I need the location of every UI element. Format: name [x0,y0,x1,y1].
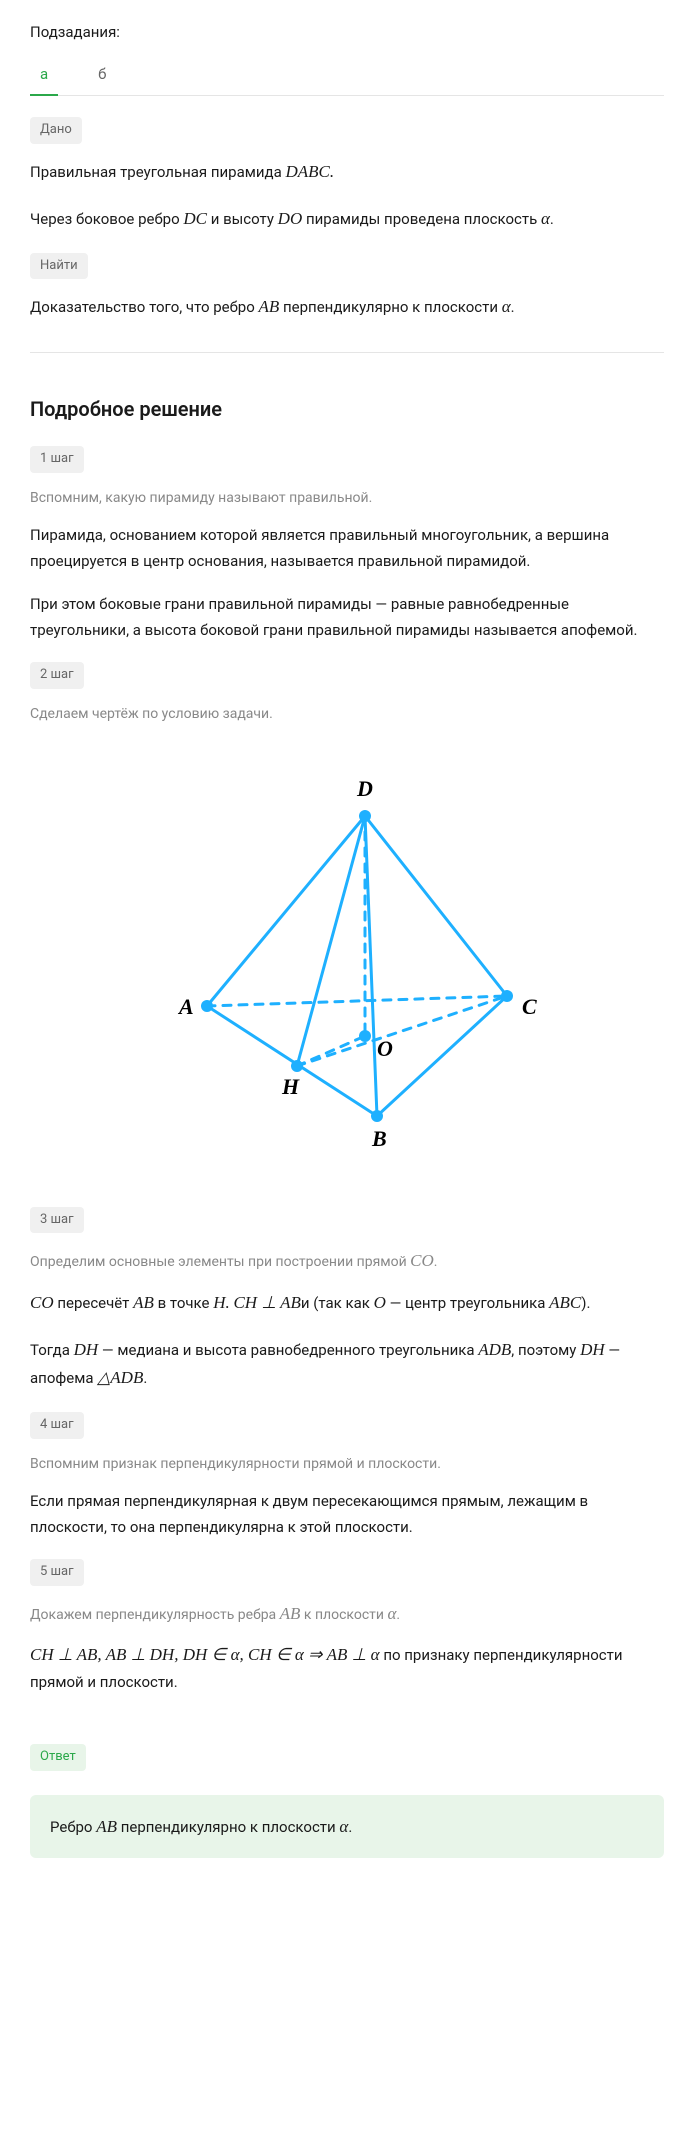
text: Правильная треугольная пирамида [30,163,285,181]
svg-text:D: D [356,776,373,801]
text: . [348,1818,352,1836]
text: . [434,1254,438,1270]
tab-b[interactable]: б [88,54,116,95]
text: . [511,298,515,316]
find-pill: Найти [30,253,88,280]
step-3-note: Определим основные элементы при построен… [30,1247,664,1274]
math: DH [580,1340,605,1359]
step-4-note: Вспомним признак перпендикулярности прям… [30,1453,664,1475]
answer-pill: Ответ [30,1744,86,1771]
text: . [550,210,554,228]
svg-text:B: B [371,1126,387,1151]
given-p1: Правильная треугольная пирамида DABC. [30,158,664,187]
text: . [143,1369,147,1387]
step-5-p1: CH ⊥ AB, AB ⊥ DH, DH ∈ α, CH ∈ α ⇒ AB ⊥ … [30,1641,664,1695]
find-p: Доказательство того, что ребро AB перпен… [30,293,664,322]
step-4-pill: 4 шаг [30,1412,84,1439]
text: — медиана и высота равнобедренного треуг… [98,1341,478,1359]
given-p2: Через боковое ребро DC и высоту DO пирам… [30,205,664,234]
text: Тогда [30,1341,74,1359]
step-3-pill: 3 шаг [30,1207,84,1234]
text: к плоскости [300,1607,387,1623]
step-5-pill: 5 шаг [30,1559,84,1586]
text: пересечёт [54,1294,133,1312]
math: DC [183,209,207,228]
text: Докажем перпендикулярность ребра [30,1607,280,1623]
math: AB [133,1293,154,1312]
step-4-p1: Если прямая перпендикулярная к двум пере… [30,1489,664,1540]
math: △ADB [97,1368,143,1387]
math: CO [30,1293,54,1312]
text: пирамиды проведена плоскость [302,210,541,228]
step-2-note: Сделаем чертёж по условию задачи. [30,703,664,725]
math: H. [213,1293,230,1312]
step-5-note: Докажем перпендикулярность ребра AB к пл… [30,1600,664,1627]
text: и (так как [301,1294,374,1312]
step-2-pill: 2 шаг [30,662,84,689]
math: O [374,1293,386,1312]
text: перпендикулярно к плоскости [279,298,501,316]
text: — центр треугольника [386,1294,549,1312]
text: Ребро [50,1818,96,1836]
step-1-pill: 1 шаг [30,446,84,473]
text: . [396,1607,400,1623]
step-3-p2: Тогда DH — медиана и высота равнобедренн… [30,1336,664,1394]
answer-box: Ребро AB перпендикулярно к плоскости α. [30,1795,664,1858]
tabs: а б [30,54,664,96]
diagram: D A C B O H [30,756,664,1156]
math: AB [96,1817,117,1836]
math: DO [278,209,303,228]
separator [30,352,664,353]
svg-text:C: C [522,994,537,1019]
tab-a[interactable]: а [30,54,58,96]
math: CO [410,1251,434,1270]
math: DH [74,1340,99,1359]
text: перпендикулярно к плоскости [117,1818,339,1836]
math: DABC. [285,162,334,181]
pyramid-diagram: D A C B O H [137,756,557,1156]
svg-text:H: H [281,1074,300,1099]
text: ). [581,1294,590,1312]
text: , поэтому [511,1341,580,1359]
math: α [541,209,550,228]
text: Доказательство того, что ребро [30,298,259,316]
subtasks-label: Подзадания: [30,20,664,44]
text: и высоту [207,210,278,228]
text: Через боковое ребро [30,210,183,228]
math: α [339,1817,348,1836]
given-pill: Дано [30,117,82,144]
math: CH ⊥ AB, AB ⊥ DH, DH ∈ α, CH ∈ α ⇒ AB ⊥ … [30,1645,380,1664]
step-1-p2: При этом боковые грани правильной пирами… [30,592,664,643]
svg-text:A: A [177,994,194,1019]
text: Определим основные элементы при построен… [30,1254,410,1270]
math: AB [280,1604,301,1623]
step-1-p1: Пирамида, основанием которой является пр… [30,523,664,574]
math: α [502,297,511,316]
step-1-note: Вспомним, какую пирамиду называют правил… [30,487,664,509]
math: CH ⊥ AB [233,1293,300,1312]
step-3-p1: CO пересечёт AB в точке H. CH ⊥ ABи (так… [30,1289,664,1318]
svg-text:O: O [377,1036,393,1061]
math: ADB [478,1340,511,1359]
text: в точке [154,1294,213,1312]
math: AB [259,297,280,316]
solution-title: Подробное решение [30,393,664,425]
math: ABC [549,1293,581,1312]
